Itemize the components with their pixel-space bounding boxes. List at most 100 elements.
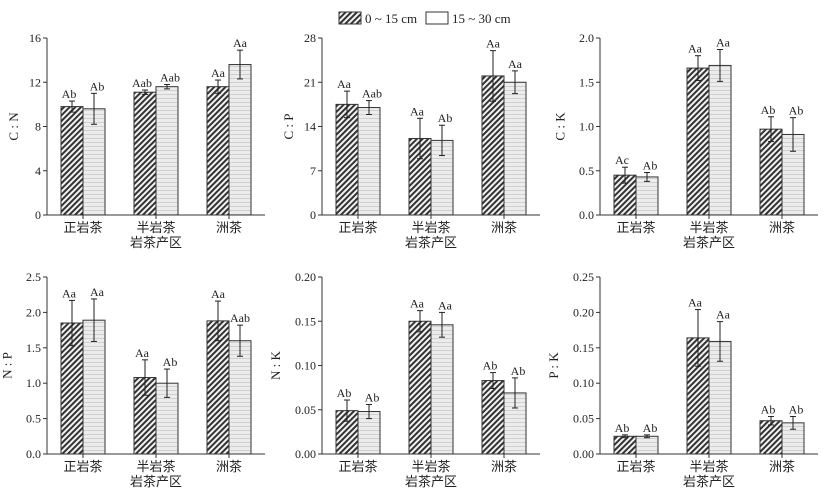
- x-axis-label: 岩茶产区: [405, 474, 457, 489]
- legend-label-15-30: 15 ~ 30 cm: [452, 11, 511, 26]
- y-tick-label: 14: [304, 120, 316, 134]
- x-tick-label: 洲茶: [216, 459, 242, 474]
- significance-label: Ab: [62, 87, 77, 101]
- y-tick-label: 0.0: [26, 447, 41, 461]
- bar-0-15: [335, 103, 359, 216]
- y-tick-label: 0.00: [573, 447, 594, 461]
- x-axis-label: 岩茶产区: [683, 474, 735, 489]
- significance-label: Aa: [90, 285, 105, 299]
- significance-label: Aa: [211, 66, 226, 80]
- x-tick-label: 正岩茶: [616, 220, 655, 235]
- significance-label: Aab: [230, 311, 250, 325]
- x-tick-label: 洲茶: [216, 220, 242, 235]
- significance-label: Ab: [511, 364, 526, 378]
- x-tick-label: 洲茶: [491, 220, 517, 235]
- panel-1: 0 7 14 21 28 C : P 岩茶产区 正岩茶 Aa Aab 半岩茶 Aa Ab 洲茶 Aa Aa: [281, 31, 540, 250]
- y-tick-label: 1.0: [579, 120, 594, 134]
- x-tick-label: 半岩茶: [136, 459, 175, 474]
- bar-0-15: [408, 320, 432, 455]
- significance-label: Ab: [643, 421, 658, 435]
- significance-label: Ab: [90, 79, 105, 93]
- y-tick-label: 28: [304, 31, 316, 45]
- significance-label: Aa: [508, 57, 523, 71]
- y-tick-label: 0: [310, 208, 316, 222]
- bar-15-30: [155, 86, 179, 216]
- significance-label: Aa: [337, 77, 352, 91]
- x-tick-label: 正岩茶: [338, 459, 377, 474]
- significance-label: Ab: [483, 359, 498, 373]
- y-tick-label: 0.10: [573, 376, 594, 390]
- x-tick-label: 正岩茶: [338, 220, 377, 235]
- y-tick-label: 1.5: [26, 341, 41, 355]
- bar-15-30: [708, 64, 732, 216]
- panel-3: 0.0 0.5 1.0 1.5 2.0 2.5 N : P 岩茶产区 正岩茶 Aa Aa 半岩茶 Aa A…: [0, 270, 265, 489]
- legend-swatch-15-30: [425, 11, 449, 25]
- bar-15-30: [228, 64, 252, 216]
- significance-label: Aa: [211, 287, 226, 301]
- y-tick-label: 2.0: [26, 305, 41, 319]
- significance-label: Ab: [789, 104, 804, 118]
- y-tick-label: 0.10: [295, 359, 316, 373]
- y-tick-label: 0.05: [573, 412, 594, 426]
- panel-2: 0.0 0.5 1.0 1.5 2.0 C : K 岩茶产区 正岩茶 Ac Ab 半岩茶 Aa Aa 洲茶…: [553, 31, 818, 250]
- y-tick-label: 12: [29, 75, 41, 89]
- y-axis-label: C : K: [553, 112, 568, 141]
- significance-label: Aab: [160, 70, 180, 84]
- bar-15-30: [635, 176, 659, 216]
- x-tick-label: 正岩茶: [63, 220, 102, 235]
- x-tick-label: 正岩茶: [63, 459, 102, 474]
- significance-label: Aa: [135, 346, 150, 360]
- y-axis-label: N : K: [268, 350, 283, 380]
- significance-label: Aa: [410, 104, 425, 118]
- bar-0-15: [60, 106, 84, 216]
- x-tick-label: 洲茶: [769, 459, 795, 474]
- significance-label: Ab: [337, 386, 352, 400]
- bar-0-15: [133, 91, 157, 216]
- significance-label: Aa: [410, 297, 425, 311]
- bar-0-15: [613, 435, 637, 455]
- y-tick-label: 21: [304, 75, 316, 89]
- bar-15-30: [430, 324, 454, 455]
- y-tick-label: 8: [35, 120, 41, 134]
- significance-label: Ab: [761, 402, 776, 416]
- x-tick-label: 半岩茶: [689, 459, 728, 474]
- x-axis-label: 岩茶产区: [683, 235, 735, 250]
- bar-0-15: [686, 67, 710, 216]
- y-tick-label: 0.0: [579, 208, 594, 222]
- significance-label: Aa: [233, 36, 248, 50]
- bar-15-30: [228, 340, 252, 455]
- y-axis-label: C : N: [6, 112, 21, 141]
- y-tick-label: 0.15: [295, 314, 316, 328]
- y-tick-label: 0.20: [573, 305, 594, 319]
- y-tick-label: 0.15: [573, 341, 594, 355]
- significance-label: Aa: [716, 36, 731, 50]
- x-tick-label: 洲茶: [491, 459, 517, 474]
- bar-15-30: [503, 81, 527, 216]
- x-tick-label: 半岩茶: [136, 220, 175, 235]
- significance-label: Ab: [365, 390, 380, 404]
- panel-5: 0.00 0.05 0.10 0.15 0.20 0.25 P : K 岩茶产区 正岩茶 Ab Ab…: [546, 270, 818, 489]
- y-tick-label: 1.5: [579, 75, 594, 89]
- significance-label: Ab: [643, 159, 658, 173]
- y-tick-label: 0: [35, 208, 41, 222]
- y-tick-label: 2.5: [26, 270, 41, 284]
- bar-15-30: [357, 107, 381, 216]
- significance-label: Aab: [362, 87, 382, 101]
- significance-label: Aa: [716, 308, 731, 322]
- significance-label: Aa: [688, 42, 703, 56]
- significance-label: Ab: [761, 103, 776, 117]
- x-axis-label: 岩茶产区: [130, 474, 182, 489]
- y-axis-label: C : P: [281, 113, 296, 139]
- y-tick-label: 4: [35, 164, 41, 178]
- y-tick-label: 0.20: [295, 270, 316, 284]
- y-axis-label: N : P: [0, 352, 15, 379]
- x-tick-label: 洲茶: [769, 220, 795, 235]
- y-tick-label: 0.05: [295, 403, 316, 417]
- y-axis-label: P : K: [546, 352, 561, 379]
- legend-label-0-15: 0 ~ 15 cm: [365, 11, 417, 26]
- x-axis-label: 岩茶产区: [130, 235, 182, 250]
- x-tick-label: 半岩茶: [689, 220, 728, 235]
- bar-0-15: [759, 420, 783, 455]
